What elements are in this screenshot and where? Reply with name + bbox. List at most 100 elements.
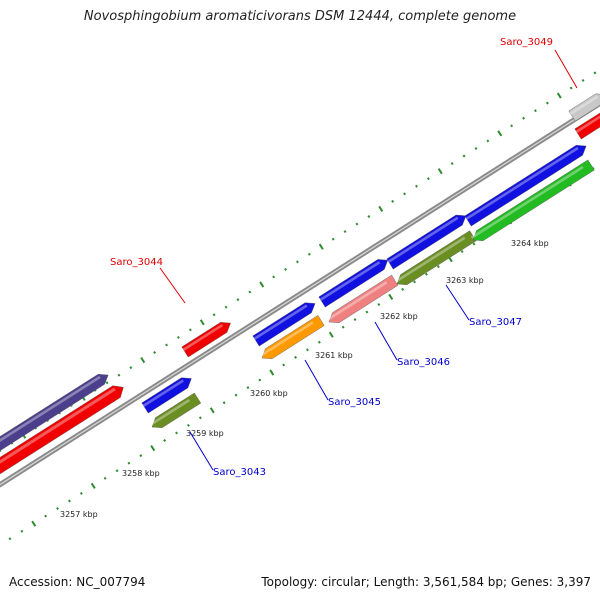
gene-saro-3043-arrow [151, 392, 202, 429]
gene-saro-3044-arrow-shine [182, 323, 224, 351]
saro-3043-label-leader [189, 431, 214, 471]
upper-scale-tick [177, 335, 180, 339]
upper-scale-tick [0, 449, 2, 453]
lower-scale-tick [103, 476, 107, 480]
upper-scale-tick [212, 313, 216, 317]
saro-3047-label: Saro_3047 [469, 317, 522, 328]
upper-scale-tick [140, 357, 146, 364]
scale-label: 3259 kbp [186, 429, 224, 438]
upper-scale-tick [437, 168, 443, 175]
lower-scale-tick [388, 293, 394, 300]
upper-scale-tick [510, 124, 514, 128]
gene-saro-3046-arrow-shine [326, 281, 388, 321]
upper-scale-tick [331, 237, 335, 241]
upper-scale-tick [497, 130, 503, 137]
upper-scale-tick [153, 351, 157, 354]
lower-scale-tick [353, 318, 357, 322]
lower-scale-tick [222, 401, 226, 405]
saro-3043-label: Saro_3043 [213, 467, 266, 478]
upper-scale-tick [236, 298, 240, 302]
upper-scale-tick [259, 281, 265, 288]
scale-label: 3261 kbp [315, 351, 353, 360]
gene-red-arrow-left [0, 385, 124, 475]
upper-scale-tick [284, 267, 287, 271]
scale-label: 3263 kbp [446, 276, 484, 285]
gene-saro-3045-arrow [261, 315, 325, 360]
lower-scale-tick [198, 416, 202, 420]
upper-scale-tick [318, 243, 324, 250]
gene-saro-3043-arrow-shine [149, 398, 191, 426]
gene-navy-arrow [0, 373, 109, 452]
upper-scale-tick [117, 373, 121, 377]
saro-3045-label-leader [304, 359, 329, 401]
lower-scale-tick [68, 499, 71, 503]
lower-scale-tick [460, 250, 464, 254]
gene-saro-3046-arrow [328, 274, 399, 324]
upper-scale-tick [105, 381, 109, 385]
lower-scale-tick [306, 348, 309, 352]
lower-scale-tick [377, 303, 381, 306]
lower-scale-tick [436, 265, 440, 269]
upper-scale-tick [556, 92, 562, 99]
upper-scale-tick [129, 366, 133, 370]
gene-blue-arrow-d-shine [387, 216, 459, 263]
scale-label: 3260 kbp [250, 389, 288, 398]
gene-saro-3044-arrow [181, 322, 231, 358]
upper-scale-tick [426, 177, 430, 181]
gene-blue-arrow-b [252, 302, 316, 347]
upper-scale-tick [462, 154, 466, 158]
gene-blue-arrow-e [464, 144, 587, 227]
upper-scale-tick [343, 230, 347, 234]
gene-red-arrow-right-shine [575, 115, 600, 133]
gene-saro-3047-arrow-shine [470, 165, 584, 239]
lower-scale-tick [282, 363, 286, 367]
upper-scale-tick [581, 78, 585, 82]
lower-scale-tick [56, 507, 59, 511]
scale-label: 3264 kbp [511, 239, 549, 248]
lower-scale-tick [258, 378, 262, 382]
saro-3046-label: Saro_3046 [397, 357, 450, 368]
lower-scale-tick [341, 325, 345, 329]
lower-scale-tick [401, 287, 405, 291]
upper-scale-tick [378, 205, 384, 212]
saro-3045-label: Saro_3045 [328, 397, 381, 408]
lower-scale-tick [328, 331, 334, 338]
saro-3047-label-leader [445, 284, 470, 321]
upper-scale-tick [165, 343, 168, 347]
gene-navy-arrow-shine [0, 375, 101, 443]
gene-saro-3049-arrow-shine [569, 95, 599, 115]
genome-backbone-highlight [0, 102, 600, 486]
lower-scale-tick [163, 439, 167, 442]
gene-blue-arrow-e-shine [465, 146, 579, 220]
upper-scale-tick [188, 328, 192, 332]
gene-saro-3047-arrow [472, 159, 595, 242]
upper-scale-tick [415, 184, 418, 188]
gene-blue-arrow-c-shine [319, 261, 381, 301]
gene-blue-arrow-a [141, 377, 192, 414]
lower-scale-tick [234, 393, 238, 397]
upper-scale-tick [296, 260, 299, 264]
upper-scale-tick [486, 139, 490, 143]
upper-scale-tick [522, 116, 525, 120]
scale-label: 3262 kbp [380, 312, 418, 321]
upper-scale-tick [545, 101, 549, 105]
accession-text: Accession: NC_007794 [9, 575, 146, 589]
gene-blue-arrow-c [318, 259, 389, 308]
scale-label: 3258 kbp [122, 469, 160, 478]
gene-red-arrow-left-shine [0, 387, 116, 464]
genome-stats-text: Topology: circular; Length: 3,561,584 bp… [261, 575, 591, 589]
gene-olive-arrow-b-shine [394, 236, 466, 283]
lower-scale-tick [294, 355, 297, 359]
lower-scale-tick [44, 514, 48, 518]
gene-blue-arrow-d [386, 214, 467, 270]
lower-scale-tick [269, 369, 275, 376]
gene-blue-arrow-a-shine [142, 379, 184, 407]
gene-saro-3049-arrow [568, 93, 600, 122]
upper-scale-tick [367, 215, 371, 218]
upper-scale-tick [248, 290, 252, 294]
lower-scale-tick [413, 280, 416, 284]
page-title: Novosphingobium aromaticivorans DSM 1244… [83, 9, 517, 24]
lower-scale-tick [187, 423, 190, 427]
scale-label: 3257 kbp [60, 510, 98, 519]
lower-scale-tick [20, 529, 24, 533]
